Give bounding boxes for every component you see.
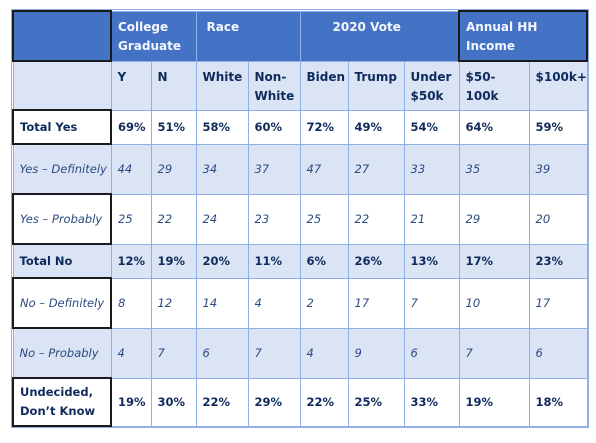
column-header: Trump bbox=[347, 60, 405, 111]
group-vote: 2020 Vote bbox=[299, 10, 460, 62]
table-cell: 21 bbox=[403, 193, 460, 245]
table-cell: 64% bbox=[458, 109, 530, 145]
table-cell: 17 bbox=[528, 277, 588, 329]
table-cell: 19% bbox=[150, 243, 197, 279]
table-row: Total No 12% 19% 20% 11% 6% 26% 13% 17% … bbox=[12, 243, 588, 279]
table-cell: 49% bbox=[347, 109, 405, 145]
column-header: Biden bbox=[299, 60, 349, 111]
crosstab-table: College Graduate Race 2020 Vote Annual H… bbox=[10, 9, 590, 428]
group-header-row: College Graduate Race 2020 Vote Annual H… bbox=[12, 10, 589, 62]
table-cell: 23 bbox=[247, 193, 301, 245]
table-cell: 54% bbox=[403, 109, 460, 145]
table-cell: 29% bbox=[247, 377, 301, 427]
table-cell: 47 bbox=[299, 143, 349, 195]
table-row: Undecided, Don’t Know 19% 30% 22% 29% 22… bbox=[12, 377, 588, 427]
table-cell: 6 bbox=[528, 327, 588, 379]
table-cell: 25 bbox=[299, 193, 349, 245]
table-row: No – Probably 4 7 6 7 4 9 6 7 6 bbox=[12, 327, 588, 379]
table-cell: 6 bbox=[195, 327, 249, 379]
table-cell: 44 bbox=[110, 143, 152, 195]
table-cell: 7 bbox=[458, 327, 530, 379]
table-cell: 22% bbox=[299, 377, 349, 427]
table-row: No – Definitely 8 12 14 4 2 17 7 10 17 bbox=[12, 277, 588, 329]
table-cell: 4 bbox=[299, 327, 349, 379]
table-cell: 60% bbox=[247, 109, 301, 145]
table-cell: 22 bbox=[150, 193, 197, 245]
table-cell: 19% bbox=[110, 377, 152, 427]
group-income: Annual HH Income bbox=[457, 10, 589, 62]
table-cell: 35 bbox=[458, 143, 530, 195]
table-cell: 24 bbox=[195, 193, 249, 245]
corner-cell bbox=[12, 10, 112, 62]
table-cell: 25 bbox=[110, 193, 152, 245]
table-cell: 12% bbox=[110, 243, 152, 279]
column-header: $100k+ bbox=[528, 60, 588, 111]
crosstab: College Graduate Race 2020 Vote Annual H… bbox=[10, 9, 590, 428]
group-race: Race bbox=[195, 10, 301, 62]
table-cell: 7 bbox=[403, 277, 460, 329]
table-cell: 19% bbox=[458, 377, 530, 427]
table-cell: 18% bbox=[528, 377, 588, 427]
table-row: Total Yes 69% 51% 58% 60% 72% 49% 54% 64… bbox=[12, 109, 588, 145]
table-cell: 2 bbox=[299, 277, 349, 329]
table-cell: 33% bbox=[403, 377, 460, 427]
table-cell: 8 bbox=[110, 277, 152, 329]
column-header: N bbox=[150, 60, 197, 111]
table-cell: 29 bbox=[150, 143, 197, 195]
table-cell: 34 bbox=[195, 143, 249, 195]
table-cell: 9 bbox=[347, 327, 405, 379]
table-cell: 26% bbox=[347, 243, 405, 279]
row-label: Total Yes bbox=[12, 109, 112, 145]
table-cell: 58% bbox=[195, 109, 249, 145]
table-row: Yes – Probably 25 22 24 23 25 22 21 29 2… bbox=[12, 193, 588, 245]
table-cell: 72% bbox=[299, 109, 349, 145]
table-cell: 11% bbox=[247, 243, 301, 279]
row-label: Undecided, Don’t Know bbox=[12, 377, 112, 427]
table-cell: 4 bbox=[110, 327, 152, 379]
row-label: No – Definitely bbox=[12, 277, 112, 329]
table-cell: 29 bbox=[458, 193, 530, 245]
table-cell: 25% bbox=[347, 377, 405, 427]
table-cell: 20% bbox=[195, 243, 249, 279]
table-cell: 14 bbox=[195, 277, 249, 329]
table-cell: 30% bbox=[150, 377, 197, 427]
table-cell: 17% bbox=[458, 243, 530, 279]
table-cell: 39 bbox=[528, 143, 588, 195]
table-cell: 13% bbox=[403, 243, 460, 279]
column-header: Non-White bbox=[247, 60, 301, 111]
table-cell: 51% bbox=[150, 109, 197, 145]
table-cell: 6 bbox=[403, 327, 460, 379]
table-cell: 17 bbox=[347, 277, 405, 329]
table-cell: 59% bbox=[528, 109, 588, 145]
table-cell: 4 bbox=[247, 277, 301, 329]
row-label: Yes – Probably bbox=[12, 193, 112, 245]
table-cell: 69% bbox=[110, 109, 152, 145]
table-cell: 20 bbox=[528, 193, 588, 245]
table-cell: 7 bbox=[150, 327, 197, 379]
group-college: College Graduate bbox=[110, 10, 197, 62]
column-header: $50-100k bbox=[458, 60, 530, 111]
table-cell: 7 bbox=[247, 327, 301, 379]
table-cell: 6% bbox=[299, 243, 349, 279]
table-cell: 12 bbox=[150, 277, 197, 329]
table-cell: 23% bbox=[528, 243, 588, 279]
row-label: No – Probably bbox=[12, 327, 112, 379]
table-cell: 33 bbox=[403, 143, 460, 195]
column-header: White bbox=[195, 60, 249, 111]
column-header: Y bbox=[110, 60, 152, 111]
table-cell: 22 bbox=[347, 193, 405, 245]
row-label: Total No bbox=[12, 243, 112, 279]
table-cell: 22% bbox=[195, 377, 249, 427]
column-header: Under $50k bbox=[403, 60, 460, 111]
table-cell: 10 bbox=[458, 277, 530, 329]
row-label: Yes – Definitely bbox=[12, 143, 112, 195]
table-cell: 37 bbox=[247, 143, 301, 195]
table-cell: 27 bbox=[347, 143, 405, 195]
column-header-row: Y N White Non-White Biden Trump Under $5… bbox=[12, 60, 588, 111]
column-header-blank bbox=[12, 60, 112, 111]
table-row: Yes – Definitely 44 29 34 37 47 27 33 35… bbox=[12, 143, 588, 195]
